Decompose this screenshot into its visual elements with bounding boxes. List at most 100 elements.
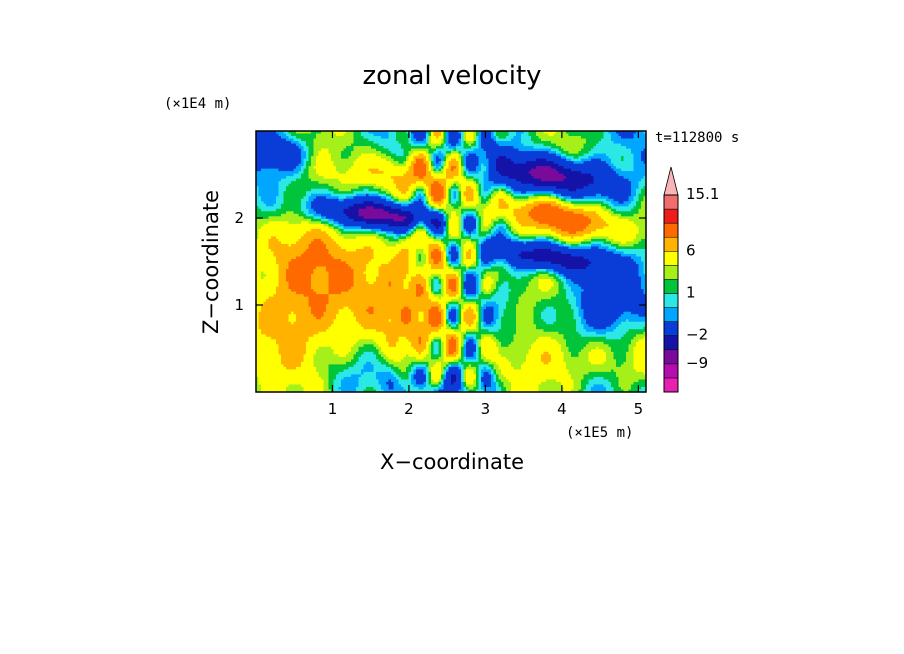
field-cell <box>511 178 514 182</box>
field-cell <box>323 193 327 197</box>
field-cell <box>561 146 564 149</box>
field-cell <box>448 143 452 147</box>
field-cell <box>446 193 449 197</box>
field-cell <box>636 173 639 177</box>
field-cell <box>446 161 449 165</box>
field-cell <box>288 183 292 187</box>
field-cell <box>501 171 504 175</box>
field-cell <box>461 143 464 147</box>
field-cell <box>581 146 584 149</box>
field-cell <box>346 198 349 202</box>
field-cell <box>583 138 587 142</box>
field-cell <box>478 181 482 185</box>
field-cell <box>508 166 512 170</box>
field-cell <box>471 143 474 147</box>
field-cell <box>336 181 339 185</box>
field-cell <box>478 196 482 200</box>
field-cell <box>496 138 499 142</box>
field-cell <box>546 161 549 165</box>
field-cell <box>598 178 602 182</box>
field-cell <box>573 173 577 177</box>
field-cell <box>348 156 352 160</box>
field-cell <box>431 156 434 160</box>
field-cell <box>311 198 314 202</box>
field-cell <box>493 203 497 207</box>
field-cell <box>268 148 272 152</box>
field-cell <box>518 171 522 175</box>
field-cell <box>321 203 324 207</box>
field-cell <box>626 133 629 137</box>
field-cell <box>481 196 484 200</box>
field-cell <box>586 168 589 172</box>
field-cell <box>551 156 554 160</box>
field-cell <box>446 131 449 134</box>
field-cell <box>611 191 614 195</box>
field-cell <box>506 131 509 134</box>
field-cell <box>401 208 404 212</box>
field-cell <box>328 193 332 197</box>
field-cell <box>643 138 647 142</box>
field-cell <box>543 151 547 154</box>
field-cell <box>578 183 582 187</box>
field-cell <box>513 168 517 172</box>
field-cell <box>593 143 597 147</box>
field-cell <box>618 178 622 182</box>
field-cell <box>283 148 287 152</box>
field-cell <box>466 203 469 207</box>
field-cell <box>526 146 529 149</box>
field-cell <box>348 136 352 139</box>
field-cell <box>606 156 609 160</box>
field-cell <box>498 173 502 177</box>
field-cell <box>256 151 259 154</box>
field-cell <box>638 206 642 210</box>
field-cell <box>608 166 612 170</box>
field-cell <box>611 161 614 165</box>
field-cell <box>368 158 372 162</box>
field-cell <box>521 191 524 195</box>
field-cell <box>548 196 552 200</box>
field-cell <box>563 198 567 202</box>
field-cell <box>483 201 487 205</box>
field-cell <box>506 163 509 167</box>
field-cell <box>476 166 479 170</box>
field-cell <box>468 188 472 192</box>
field-cell <box>511 203 514 207</box>
field-cell <box>536 171 539 175</box>
field-cell <box>571 193 574 197</box>
field-cell <box>581 158 584 162</box>
field-cell <box>381 131 384 134</box>
field-cell <box>416 176 419 180</box>
field-cell <box>503 156 507 160</box>
field-cell <box>548 141 552 144</box>
field-cell <box>508 138 512 142</box>
field-cell <box>538 151 542 154</box>
field-cell <box>396 198 399 202</box>
field-cell <box>528 136 532 139</box>
field-cell <box>523 168 527 172</box>
field-cell <box>451 161 454 165</box>
field-cell <box>408 168 412 172</box>
field-cell <box>423 166 427 170</box>
field-cell <box>543 183 547 187</box>
field-cell <box>631 196 634 200</box>
field-cell <box>326 198 329 202</box>
field-cell <box>386 176 389 180</box>
field-cell <box>426 208 429 212</box>
field-cell <box>476 183 479 187</box>
field-cell <box>448 186 452 190</box>
field-cell <box>293 186 297 190</box>
field-cell <box>478 171 482 175</box>
field-cell <box>556 153 559 157</box>
field-cell <box>293 198 297 202</box>
field-cell <box>276 203 279 207</box>
field-cell <box>281 186 284 190</box>
field-cell <box>463 151 467 154</box>
field-cell <box>618 196 622 200</box>
field-cell <box>368 156 372 160</box>
field-cell <box>256 211 259 215</box>
field-cell <box>443 178 447 182</box>
field-cell <box>618 153 622 157</box>
field-cell <box>363 146 367 149</box>
field-cell <box>616 201 619 205</box>
field-cell <box>288 198 292 202</box>
